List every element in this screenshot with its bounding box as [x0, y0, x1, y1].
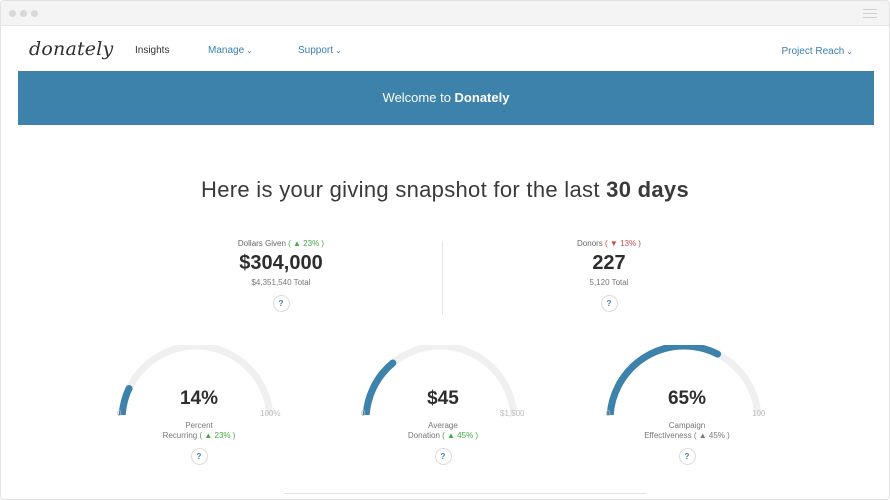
stat-total: $4,351,540 Total [251, 278, 311, 287]
chevron-down-icon: ⌄ [246, 46, 253, 55]
help-icon[interactable]: ? [678, 448, 696, 465]
gauge-label: Percent Recurring ( ▲ 23% ) [162, 421, 236, 440]
stat-value: 227 [592, 252, 626, 274]
help-icon[interactable]: ? [272, 295, 290, 312]
gauge-max-label: 100% [260, 409, 281, 418]
gauge-arc [362, 345, 518, 415]
gauge-average-donation: $45 0 $1,500 Average Donation ( ▲ 45% ) … [358, 345, 528, 465]
stat-label: Dollars Given [237, 239, 286, 248]
stat-donors: Donors ( ▼ 13% ) 227 5,120 Total ? [509, 239, 709, 312]
gauge-label: Campaign Effectiveness ( ▲ 45% ) [644, 421, 730, 440]
gauge-delta: ( ▲ 23% ) [199, 431, 236, 440]
help-icon[interactable]: ? [434, 448, 452, 465]
gauge-delta: ( ▲ 45% ) [693, 431, 730, 440]
project-selector[interactable]: Project Reach ⌄ [781, 46, 853, 57]
nav-item-insights[interactable]: Insights [135, 45, 170, 56]
gauge-fill [606, 345, 722, 415]
nav-item-support[interactable]: Support ⌄ [298, 45, 342, 56]
help-icon[interactable]: ? [190, 448, 208, 465]
top-nav: donately Insights Manage ⌄ Support ⌄ Proje… [1, 26, 889, 71]
chevron-down-icon: ⌄ [335, 46, 342, 55]
gauge-min-label: 0 [117, 409, 122, 418]
window-dot-icon[interactable] [20, 10, 27, 17]
gauge-campaign-effectiveness: 65% 0 100 Campaign Effectiveness ( ▲ 45%… [602, 345, 772, 465]
gauge-max-label: 100 [752, 409, 766, 418]
help-icon[interactable]: ? [600, 295, 618, 312]
stat-value: $304,000 [239, 252, 323, 274]
window-dot-icon[interactable] [9, 10, 16, 17]
gauge-fill [118, 385, 133, 415]
gauge-label: Average Donation ( ▲ 45% ) [407, 421, 479, 440]
chevron-down-icon: ⌄ [846, 47, 853, 56]
window-dot-icon[interactable] [31, 10, 38, 17]
gauge-min-label: 0 [606, 409, 611, 418]
gauge-arc [606, 345, 762, 415]
stat-divider [442, 241, 443, 315]
stat-dollars-given: Dollars Given ( ▲ 23% ) $304,000 $4,351,… [181, 239, 381, 312]
gauge-value: 14% [179, 388, 219, 409]
gauge-percent-recurring: 14% 0 100% Percent Recurring ( ▲ 23% ) ? [114, 345, 284, 465]
window-titlebar [1, 1, 889, 26]
footer-divider [284, 493, 646, 494]
gauge-max-label: $1,500 [500, 409, 525, 418]
gauge-value: 65% [667, 388, 707, 409]
page-title: Here is your giving snapshot for the las… [201, 177, 689, 202]
stat-label: Donors [577, 239, 603, 248]
snapshot-period: 30 days [606, 177, 689, 202]
banner-brand: Donately [454, 90, 510, 105]
stat-delta: ( ▼ 13% ) [605, 239, 641, 248]
welcome-banner: Welcome to Donately [18, 71, 874, 125]
gauge-fill [362, 359, 397, 415]
gauge-value: $45 [427, 388, 459, 409]
banner-text: Welcome to [382, 90, 455, 105]
gauge-min-label: 0 [361, 409, 366, 418]
stat-delta: ( ▲ 23% ) [288, 239, 325, 248]
nav-item-manage[interactable]: Manage ⌄ [208, 45, 253, 56]
logo[interactable]: donately [29, 38, 114, 60]
gauge-arc [118, 345, 274, 415]
stat-total: 5,120 Total [589, 278, 629, 287]
hamburger-menu-icon[interactable] [863, 9, 877, 18]
gauge-delta: ( ▲ 45% ) [442, 431, 479, 440]
